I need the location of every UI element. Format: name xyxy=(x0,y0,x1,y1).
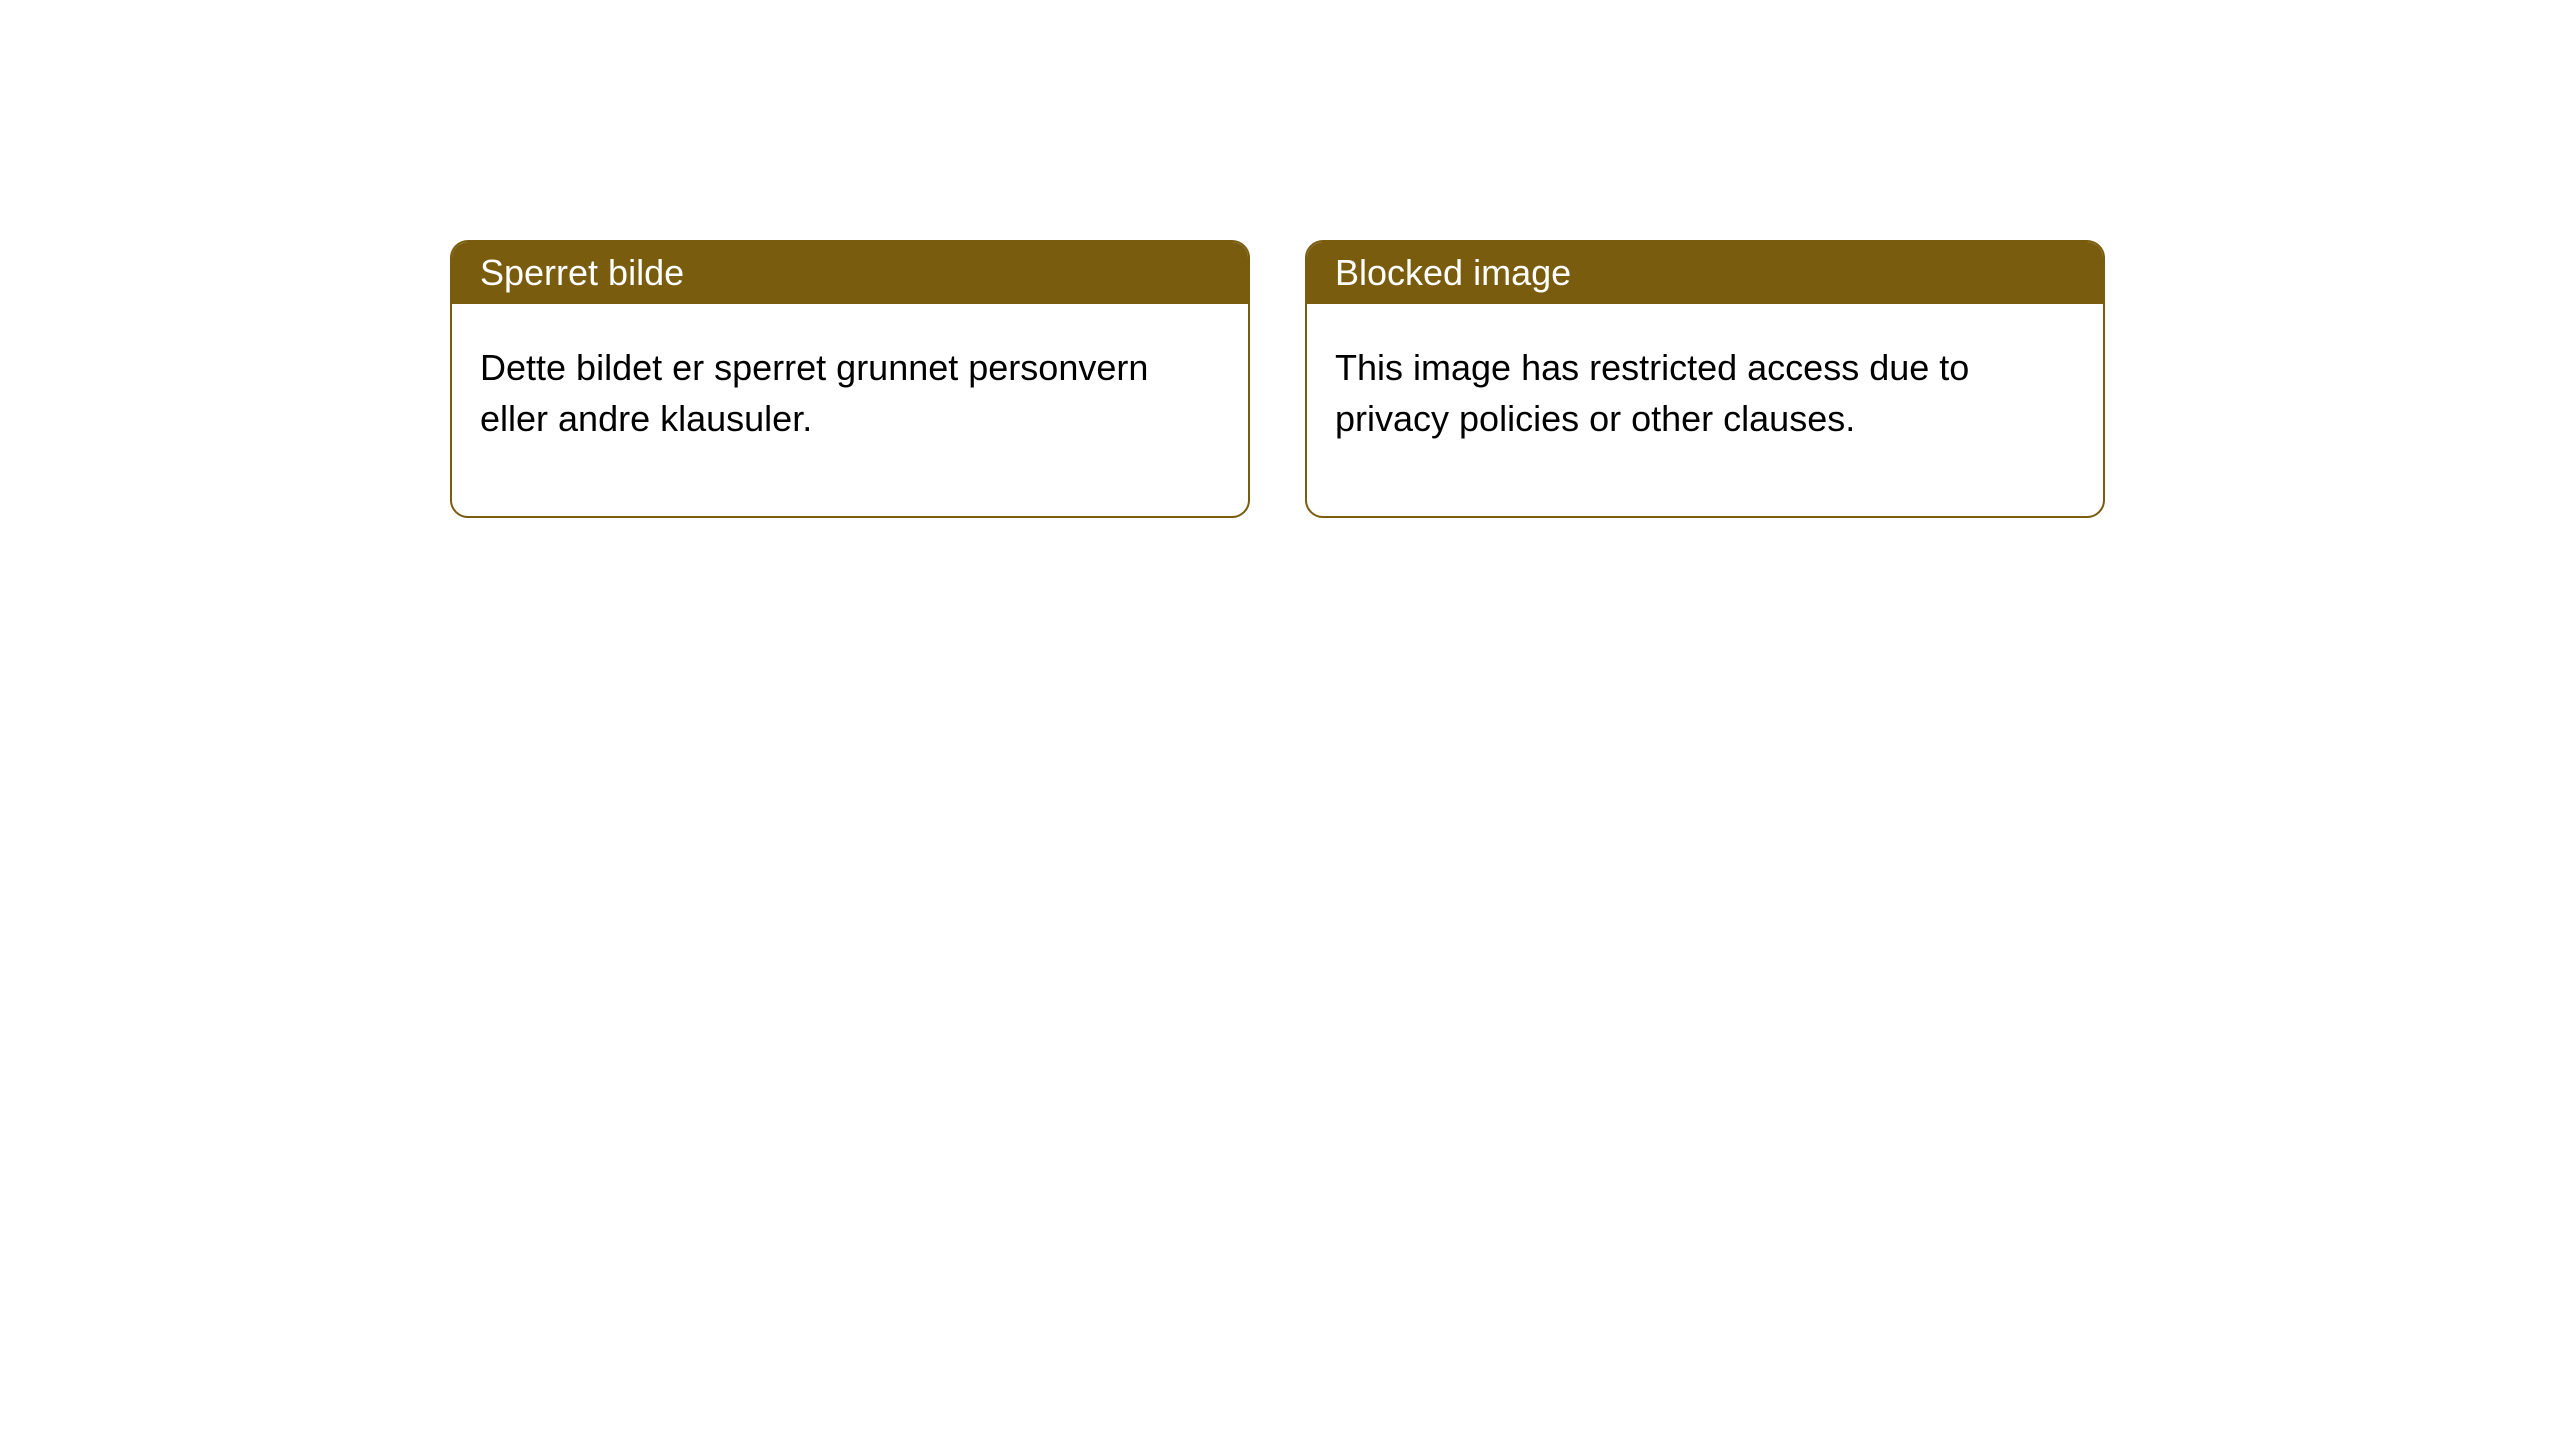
card-title-english: Blocked image xyxy=(1307,242,2103,304)
card-body-norwegian: Dette bildet er sperret grunnet personve… xyxy=(452,304,1248,516)
card-body-english: This image has restricted access due to … xyxy=(1307,304,2103,516)
card-norwegian: Sperret bilde Dette bildet er sperret gr… xyxy=(450,240,1250,518)
card-english: Blocked image This image has restricted … xyxy=(1305,240,2105,518)
card-title-norwegian: Sperret bilde xyxy=(452,242,1248,304)
blocked-image-cards: Sperret bilde Dette bildet er sperret gr… xyxy=(450,240,2560,518)
